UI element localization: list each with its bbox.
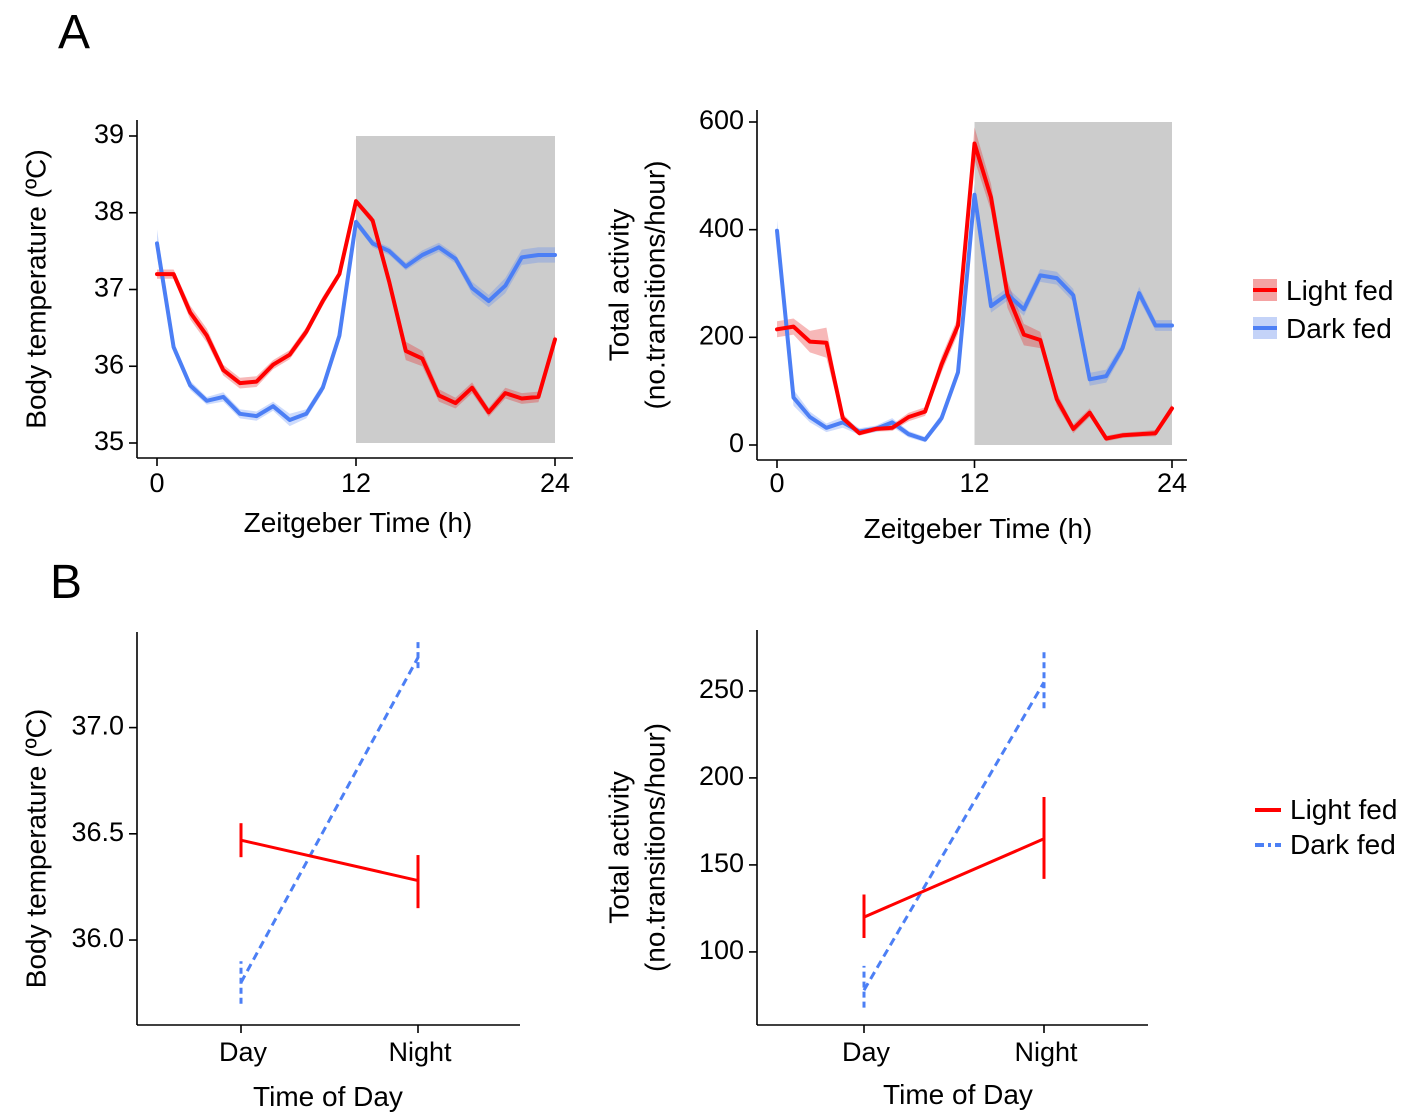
y-axis-title-line-1: Total activity bbox=[603, 771, 634, 924]
y-tick-label: 36.5 bbox=[71, 817, 124, 847]
x-tick-label: Day bbox=[219, 1037, 268, 1067]
chart-b-right: 100 150 200 250 Day Night Time of Day Total act… bbox=[603, 630, 1148, 1110]
x-axis-title: Zeitgeber Time (h) bbox=[244, 507, 473, 538]
chart-b-left: 36.0 36.5 37.0 Day Night Time of Day Body temp… bbox=[20, 632, 520, 1112]
x-tick-label: 24 bbox=[1157, 468, 1187, 498]
panel-label-a: A bbox=[58, 6, 90, 59]
y-tick-label: 36 bbox=[94, 349, 124, 379]
y-tick-label: 37.0 bbox=[71, 711, 124, 741]
y-tick-label: 0 bbox=[729, 428, 744, 458]
y-tick-label: 38 bbox=[94, 196, 124, 226]
y-axis-title: Body temperature (ºC) bbox=[20, 149, 51, 428]
dark-fed-line bbox=[239, 656, 420, 984]
y-tick-label: 400 bbox=[699, 213, 744, 243]
y-axis-title: Body temperature (ºC) bbox=[20, 709, 51, 988]
dark-fed-line bbox=[775, 192, 1174, 442]
x-axis-title: Time of Day bbox=[883, 1079, 1033, 1110]
x-tick-label: Day bbox=[842, 1037, 891, 1067]
y-tick-label: 39 bbox=[94, 119, 124, 149]
legend-a-dark-fed-label: Dark fed bbox=[1286, 313, 1392, 344]
legend-b-light-fed-label: Light fed bbox=[1290, 794, 1397, 825]
y-tick-label: 150 bbox=[699, 848, 744, 878]
legend-b-dark-fed-label: Dark fed bbox=[1290, 829, 1396, 860]
y-tick-label: 36.0 bbox=[71, 923, 124, 953]
legend-a: Light fed Dark fed bbox=[1253, 275, 1393, 344]
y-tick-label: 600 bbox=[699, 105, 744, 135]
y-tick-label: 35 bbox=[94, 426, 124, 456]
y-axis-title-line-2: (no.transitions/hour) bbox=[639, 160, 670, 409]
y-tick-label: 250 bbox=[699, 674, 744, 704]
dark-fed-se-band bbox=[777, 183, 1172, 443]
light-fed-line bbox=[240, 838, 419, 883]
x-axis-title: Zeitgeber Time (h) bbox=[864, 513, 1093, 544]
panel-label-b: B bbox=[50, 556, 82, 609]
x-tick-label: Night bbox=[1014, 1037, 1078, 1067]
x-tick-label: Night bbox=[388, 1037, 452, 1067]
dark-fed-line bbox=[862, 681, 1046, 991]
light-fed-line bbox=[155, 199, 557, 415]
legend-a-light-fed-label: Light fed bbox=[1286, 275, 1393, 306]
y-tick-label: 37 bbox=[94, 273, 124, 303]
x-axis-title: Time of Day bbox=[253, 1081, 403, 1112]
x-tick-label: 0 bbox=[769, 468, 784, 498]
y-tick-label: 100 bbox=[699, 935, 744, 965]
x-tick-label: 0 bbox=[149, 468, 164, 498]
x-tick-label: 24 bbox=[540, 468, 570, 498]
x-tick-label: 12 bbox=[341, 468, 371, 498]
y-tick-label: 200 bbox=[699, 761, 744, 791]
light-fed-line bbox=[775, 141, 1174, 441]
chart-a-right: 0 200 400 600 0 12 24 Zeitgeber Time (h) Total a… bbox=[603, 105, 1187, 544]
light-fed-line bbox=[863, 837, 1045, 919]
y-tick-label: 200 bbox=[699, 320, 744, 350]
chart-a-left: 35 36 37 38 39 0 12 24 Zeitgeber Time (h) Body te… bbox=[20, 119, 573, 538]
x-tick-label: 12 bbox=[959, 468, 989, 498]
dark-fed-line bbox=[155, 220, 557, 422]
y-axis-title-line-1: Total activity bbox=[603, 209, 634, 362]
y-axis-title-line-2: (no.transitions/hour) bbox=[639, 723, 670, 972]
legend-b: Light fed Dark fed bbox=[1255, 794, 1397, 860]
